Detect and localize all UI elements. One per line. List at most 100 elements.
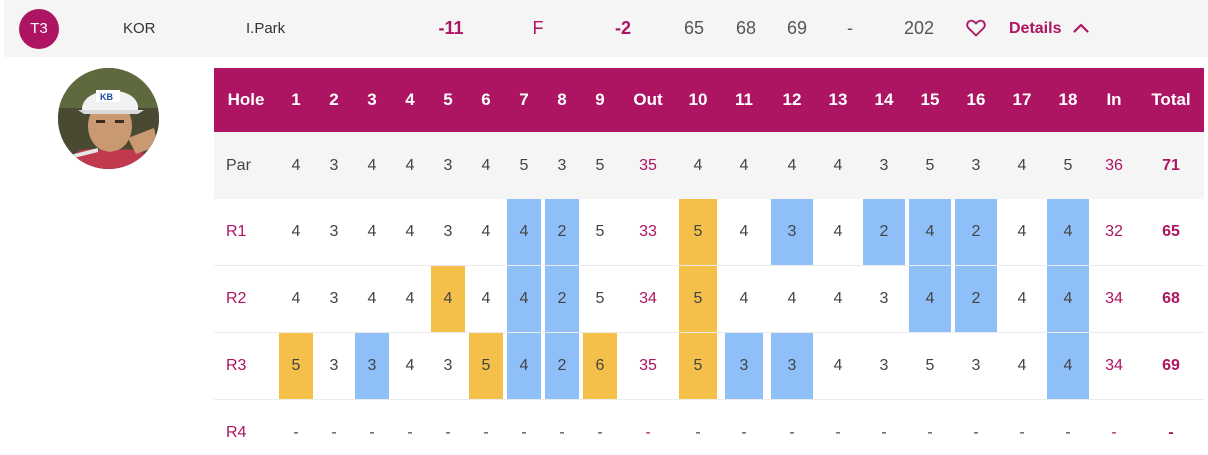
score-h12: 4 [787, 290, 797, 307]
score-h14: - [881, 424, 887, 441]
thru-status: F [532, 18, 544, 38]
header-h18: 18 [1058, 90, 1078, 109]
details-toggle[interactable]: Details [1009, 20, 1062, 37]
score-h7: 4 [507, 199, 541, 265]
score-in: 32 [1105, 223, 1123, 240]
score-h13: - [835, 424, 841, 441]
score-h6: 4 [481, 290, 491, 307]
score-h1: 4 [291, 290, 301, 307]
score-h4: - [407, 424, 413, 441]
header-h16: 16 [966, 90, 986, 109]
par-h6: 4 [481, 156, 491, 174]
par-h7: 5 [519, 156, 529, 174]
par-h15: 5 [925, 156, 935, 174]
score-h13: 4 [833, 290, 843, 307]
score-h10: - [695, 424, 701, 441]
score-in: 34 [1105, 290, 1123, 307]
header-h7: 7 [519, 90, 529, 109]
score-h9: 5 [595, 290, 605, 307]
score-total: - [1168, 424, 1174, 441]
score-h15: 5 [925, 357, 935, 374]
par-h4: 4 [405, 156, 415, 174]
score-h8: 2 [545, 266, 579, 332]
player-summary-row[interactable]: T3 KOR I.Park -11 F -2 65 68 69 - 202 De… [4, 0, 1208, 57]
score-h12: 3 [771, 333, 813, 399]
score-h11: 4 [739, 223, 749, 240]
score-total: 68 [1162, 290, 1180, 307]
score-h17: 4 [1017, 290, 1027, 307]
round-label: R4 [226, 424, 247, 441]
score-h6: 5 [469, 333, 503, 399]
score-in: - [1111, 424, 1117, 441]
score-total: 65 [1162, 223, 1180, 240]
score-h3: - [369, 424, 375, 441]
header-h9: 9 [595, 90, 605, 109]
round-row-r2: R2 4 3 4 4 4 4 4 2 5 34 5 4 4 4 3 4 2 4 4 34 68 [214, 266, 1204, 333]
player-name[interactable]: I.Park [246, 20, 286, 37]
par-h3: 4 [367, 156, 377, 174]
score-out: 33 [639, 223, 657, 240]
score-h7: - [521, 424, 527, 441]
round-row-r4: R4 - - - - - - - - - - - - - - - - - - - - - [214, 400, 1204, 455]
score-h18: 4 [1047, 199, 1089, 265]
score-out: 35 [639, 357, 657, 374]
score-h12: 3 [771, 199, 813, 265]
today-score: -2 [614, 18, 631, 38]
score-h10: 5 [679, 266, 717, 332]
par-h12: 4 [787, 156, 797, 174]
header-h2: 2 [329, 90, 339, 109]
score-h15: 4 [909, 199, 951, 265]
score-h18: 4 [1047, 333, 1089, 399]
par-h9: 5 [595, 156, 605, 174]
header-hole: Hole [227, 90, 265, 109]
score-h13: 4 [833, 357, 843, 374]
score-h1: 4 [291, 223, 301, 240]
header-h15: 15 [920, 90, 940, 109]
header-h12: 12 [782, 90, 802, 109]
round-4-score: - [847, 18, 853, 38]
score-out: 34 [639, 290, 657, 307]
par-h11: 4 [739, 156, 749, 174]
score-h18: - [1065, 424, 1071, 441]
par-label: Par [226, 156, 251, 174]
score-h1: 5 [279, 333, 313, 399]
score-h3: 4 [367, 290, 377, 307]
par-row: Par 4 3 4 4 3 4 5 3 5 35 4 4 4 4 3 5 3 4 5 36 71 [214, 132, 1204, 199]
round-3-score: 69 [786, 18, 808, 38]
score-out: - [645, 424, 651, 441]
score-h16: 3 [971, 357, 981, 374]
par-h8: 3 [557, 156, 567, 174]
score-h16: - [973, 424, 979, 441]
score-h16: 2 [955, 199, 997, 265]
chevron-up-icon[interactable] [1073, 0, 1089, 57]
score-h8: - [559, 424, 565, 441]
score-h9: 5 [595, 223, 605, 240]
score-total: 69 [1162, 357, 1180, 374]
par-h2: 3 [329, 156, 339, 174]
score-h18: 4 [1047, 266, 1089, 332]
score-h7: 4 [507, 333, 541, 399]
par-h5: 3 [443, 156, 453, 174]
score-h9: 6 [583, 333, 617, 399]
heart-outline-icon[interactable] [966, 0, 988, 57]
round-row-r1: R1 4 3 4 4 3 4 4 2 5 33 5 4 3 4 2 4 2 4 4 32 65 [214, 199, 1204, 266]
score-h4: 4 [405, 357, 415, 374]
svg-text:KB: KB [100, 92, 113, 102]
par-h16: 3 [971, 156, 981, 174]
to-par-score: -11 [438, 18, 464, 38]
score-h3: 4 [367, 223, 377, 240]
header-h13: 13 [828, 90, 848, 109]
score-h5: 3 [443, 357, 453, 374]
score-h10: 5 [679, 333, 717, 399]
score-h17: 4 [1017, 223, 1027, 240]
header-h10: 10 [688, 90, 708, 109]
par-out: 35 [639, 156, 657, 174]
scorecard-header: Hole 1 2 3 4 5 6 7 8 9 Out 10 11 12 13 14 15 16 17 18 In Tota… [214, 68, 1204, 132]
score-h3: 3 [355, 333, 389, 399]
score-h17: - [1019, 424, 1025, 441]
header-h4: 4 [405, 90, 415, 109]
par-h14: 3 [879, 156, 889, 174]
score-h14: 3 [879, 290, 889, 307]
score-h5: 3 [443, 223, 453, 240]
score-h11: - [741, 424, 747, 441]
